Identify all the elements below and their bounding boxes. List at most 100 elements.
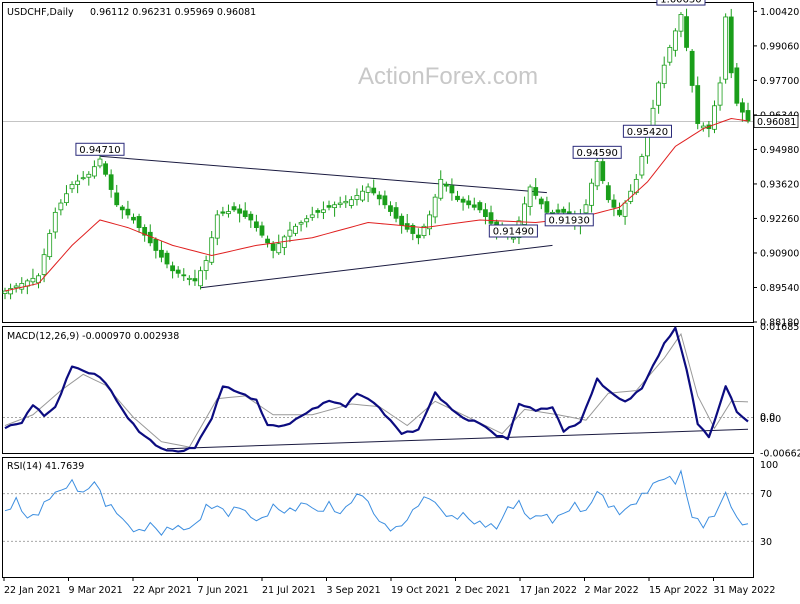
candle-body (623, 203, 627, 216)
price-axis: 1.004200.990600.977000.963400.949800.936… (753, 7, 799, 329)
candle-body (215, 215, 219, 238)
candle-body (76, 181, 80, 184)
candle-body (126, 209, 130, 215)
candle-body (87, 174, 91, 177)
candle-body (618, 210, 622, 215)
candle-body (400, 216, 404, 225)
candle-body (254, 222, 258, 228)
macd-axis-label: 0.016856 (760, 322, 800, 333)
price-callout: 0.91930 (545, 214, 593, 227)
candle-body (372, 188, 376, 193)
date-axis-label: 9 Mar 2021 (69, 585, 123, 596)
candle-body (456, 196, 460, 199)
price-callout: 1.00630 (657, 0, 705, 6)
candle-body (657, 83, 661, 105)
watermark: ActionForex.com (358, 63, 538, 90)
candle-body (612, 200, 616, 207)
candle-body (115, 193, 119, 205)
candle-body (59, 203, 63, 210)
price-axis-label: 0.93620 (760, 179, 799, 190)
candle-body (277, 244, 281, 253)
price-callout-label: 0.91490 (493, 226, 534, 237)
candle-body (165, 253, 169, 264)
candle-body (366, 187, 370, 192)
candle-body (316, 210, 320, 212)
candle-body (461, 199, 465, 202)
candle-body (3, 291, 7, 294)
candle-body (377, 195, 381, 199)
candle-body (662, 65, 666, 83)
candle-body (42, 255, 46, 275)
date-axis-label: 31 May 2022 (714, 585, 776, 596)
price-callout: 0.95420 (623, 125, 671, 137)
candle-body (64, 194, 68, 203)
candle-body (305, 219, 309, 222)
candle-body (293, 226, 297, 233)
candle-body (48, 234, 52, 257)
candle-body (266, 239, 270, 243)
price-callout-label: 0.95420 (627, 127, 668, 138)
candle-body (344, 201, 348, 202)
candle-body (187, 278, 191, 279)
candle-body (204, 261, 208, 271)
candle-body (735, 68, 739, 103)
candle-body (210, 238, 214, 263)
price-callout: 0.94710 (76, 143, 124, 156)
candle-body (137, 216, 141, 227)
rsi-axis-label: 70 (760, 489, 772, 500)
candle-body (433, 197, 437, 217)
candle-body (327, 206, 331, 208)
candle-body (740, 103, 744, 112)
candle-body (249, 214, 253, 220)
candle-body (299, 223, 303, 225)
candle-body (333, 205, 337, 208)
candle-body (606, 186, 610, 200)
candle-body (361, 191, 365, 200)
date-axis-label: 22 Apr 2021 (133, 585, 192, 596)
candle-body (534, 187, 538, 195)
candle-body (182, 275, 186, 276)
price-callout-label: 0.94710 (79, 145, 120, 156)
candle-body (131, 217, 135, 220)
date-axis-label: 7 Jun 2021 (198, 585, 249, 596)
candle-body (439, 179, 443, 198)
rsi-header: RSI(14) 41.7639 (7, 461, 84, 472)
date-axis-label: 2 Mar 2022 (585, 585, 639, 596)
candle-body (467, 201, 471, 205)
date-axis-label: 21 Jul 2021 (262, 585, 316, 596)
candle-body (696, 86, 700, 124)
candle-body (243, 211, 247, 217)
candle-body (668, 47, 672, 62)
candle-body (171, 266, 175, 271)
candle-body (176, 270, 180, 273)
candle-body (601, 162, 605, 181)
candle-body (193, 279, 197, 281)
candle-body (595, 162, 599, 186)
candle-body (20, 283, 24, 289)
candle-body (539, 199, 543, 204)
price-callout-label: 0.91930 (549, 215, 590, 226)
candle-body (98, 159, 102, 166)
candle-body (81, 178, 85, 179)
price-axis-label: 1.00420 (760, 7, 799, 18)
candle-body (104, 164, 108, 175)
candle-body (556, 210, 560, 212)
price-axis-label: 0.89540 (760, 283, 799, 294)
candle-body (338, 203, 342, 204)
macd-panel: MACD(12,26,9) -0.000970 0.002938 0.01685… (3, 322, 800, 459)
candle-body (712, 106, 716, 130)
price-axis-label: 0.97700 (760, 76, 799, 87)
candle-body (271, 244, 275, 250)
candle-body (14, 286, 18, 288)
rsi-axis-label: 100 (760, 460, 778, 471)
candle-body (70, 184, 74, 188)
candle-body (685, 17, 689, 48)
candle-body (718, 83, 722, 105)
candle-body (489, 213, 493, 224)
candle-body (528, 187, 532, 207)
candle-body (199, 271, 203, 286)
